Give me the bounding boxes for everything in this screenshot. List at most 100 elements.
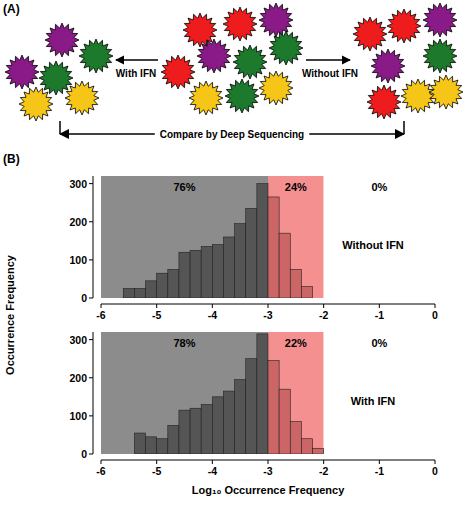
region: [324, 332, 435, 454]
y-tick: [89, 298, 93, 299]
bar: [157, 439, 168, 454]
virus-icon: [225, 79, 259, 113]
x-tick: [268, 460, 269, 464]
x-tick: [156, 460, 157, 464]
bar: [268, 361, 279, 454]
bar: [235, 380, 246, 454]
bar: [301, 439, 312, 454]
virus-icon: [65, 81, 99, 115]
bar: [301, 287, 312, 298]
virus-icon: [429, 75, 463, 109]
region-label: 78%: [173, 337, 195, 349]
virus-icon: [259, 3, 293, 37]
region-label: 24%: [285, 181, 307, 193]
virus-icon: [161, 55, 195, 89]
compare-label: Compare by Deep Sequencing: [160, 129, 304, 140]
y-tick-label: 100: [69, 254, 87, 266]
x-tick-label: -5: [152, 465, 161, 477]
bar: [134, 433, 145, 454]
bar: [223, 237, 234, 298]
y-tick-label: 0: [81, 448, 87, 460]
plot-area: [101, 176, 435, 298]
bracket-arrow: [60, 133, 155, 135]
bar: [279, 389, 290, 454]
y-tick-label: 0: [81, 292, 87, 304]
region: [101, 332, 268, 454]
x-tick-label: -1: [375, 465, 384, 477]
region-label: 0%: [371, 337, 387, 349]
bar: [313, 298, 324, 299]
panel-title: Without IFN: [342, 239, 404, 251]
bar: [290, 422, 301, 454]
x-tick-label: -6: [96, 309, 105, 321]
bar: [168, 425, 179, 454]
bar: [212, 245, 223, 298]
virus-icon: [79, 39, 113, 73]
region-label: 76%: [173, 181, 195, 193]
virus-icon: [233, 45, 267, 79]
x-tick: [101, 460, 102, 464]
bar: [123, 288, 134, 298]
x-tick-label: -2: [319, 309, 328, 321]
x-tick: [379, 460, 380, 464]
virus-icon: [423, 3, 457, 37]
arrow: [116, 59, 158, 60]
x-tick: [212, 304, 213, 308]
x-tick: [323, 304, 324, 308]
arrow: [306, 59, 350, 60]
x-tick: [379, 304, 380, 308]
x-tick-label: -3: [263, 309, 272, 321]
virus-icon: [189, 81, 223, 115]
virus-icon: [367, 85, 401, 119]
bracket-arrow: [309, 133, 404, 135]
bar: [223, 391, 234, 454]
panel-a: With IFNWithout IFNCompare by Deep Seque…: [5, 3, 463, 140]
bar: [279, 233, 290, 298]
bar: [268, 197, 279, 298]
bar: [290, 269, 301, 298]
x-tick-label: 0: [432, 309, 438, 321]
x-tick: [212, 460, 213, 464]
x-tick-label: -4: [208, 465, 217, 477]
panel-label: (B): [3, 152, 20, 166]
bar: [179, 252, 190, 298]
virus-icon: [371, 49, 405, 83]
x-tick: [435, 304, 436, 308]
x-tick-label: -5: [152, 309, 161, 321]
histogram-panel: 78%22%0%With IFN0100200300-6-5-4-3-2-10L…: [69, 332, 438, 496]
bar: [190, 408, 201, 454]
y-tick: [89, 183, 93, 184]
virus-icon: [353, 17, 387, 51]
bar: [235, 224, 246, 298]
region-label: 22%: [285, 337, 307, 349]
arrow-label: With IFN: [116, 68, 156, 79]
bar: [123, 454, 134, 455]
virus-icon: [5, 55, 39, 89]
virus-icon: [19, 87, 53, 121]
y-tick-label: 300: [69, 178, 87, 190]
x-tick: [435, 460, 436, 464]
bar: [246, 208, 257, 298]
y-tick-label: 200: [69, 216, 87, 228]
virus-icon: [269, 31, 303, 65]
x-tick-label: -2: [319, 465, 328, 477]
bar: [134, 288, 145, 298]
bar: [179, 410, 190, 454]
bar: [212, 397, 223, 454]
x-tick-label: -4: [208, 309, 217, 321]
bar: [201, 247, 212, 298]
x-tick: [101, 304, 102, 308]
y-tick: [89, 454, 93, 455]
bar: [146, 281, 157, 298]
region: [101, 176, 268, 298]
figure: (A)With IFNWithout IFNCompare by Deep Se…: [0, 0, 464, 506]
bar: [257, 334, 268, 454]
plot-area: [101, 332, 435, 454]
region-label: 0%: [371, 181, 387, 193]
x-tick: [323, 460, 324, 464]
x-tick-label: -6: [96, 465, 105, 477]
virus-icon: [45, 23, 79, 57]
region: [324, 176, 435, 298]
panel-title: With IFN: [351, 395, 396, 407]
bar: [168, 269, 179, 298]
